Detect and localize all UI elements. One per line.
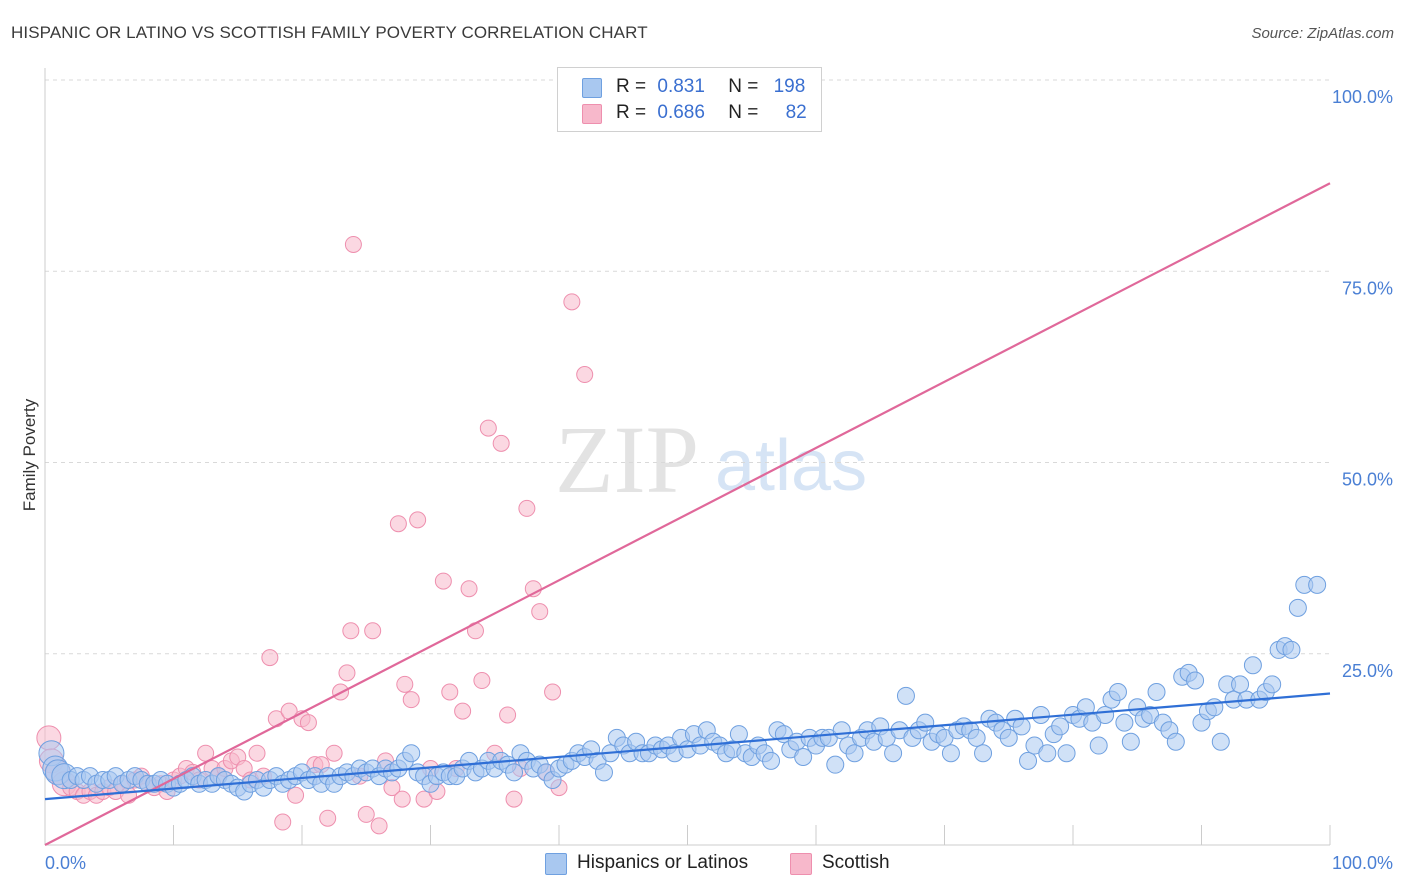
y-tick-label: 100.0%	[1332, 87, 1393, 107]
x-tick-label: 100.0%	[1332, 853, 1393, 873]
bottom-legend-label: Scottish	[822, 852, 890, 873]
data-point	[287, 786, 305, 804]
legend-r-label: R =	[616, 102, 647, 123]
trend-line-scottish	[44, 182, 1331, 846]
data-point	[364, 622, 382, 640]
data-point	[999, 728, 1018, 747]
data-point	[248, 744, 266, 762]
data-point	[505, 763, 524, 782]
data-point	[967, 728, 986, 747]
data-point	[342, 622, 360, 640]
data-point	[1205, 698, 1224, 717]
legend-r-value: 0.686	[657, 102, 705, 123]
x-tick-label: 0.0%	[45, 853, 86, 873]
data-point	[845, 744, 864, 763]
data-point	[1282, 640, 1301, 659]
data-point	[1166, 732, 1185, 751]
data-point	[974, 744, 993, 763]
legend-swatch-blue	[582, 78, 602, 98]
data-point	[896, 686, 915, 705]
data-point	[518, 499, 536, 517]
chart-title: HISPANIC OR LATINO VS SCOTTISH FAMILY PO…	[11, 23, 648, 42]
legend-n-label: N =	[728, 102, 759, 123]
data-point	[1231, 675, 1250, 694]
data-point	[1147, 683, 1166, 701]
data-point	[794, 748, 813, 767]
data-point	[563, 293, 581, 311]
legend-r-label: R =	[616, 76, 647, 97]
data-point	[402, 744, 421, 763]
data-point	[1186, 671, 1205, 690]
data-point	[505, 790, 523, 808]
data-point	[1308, 575, 1327, 594]
bottom-legend-label: Hispanics or Latinos	[577, 852, 749, 873]
data-point	[1288, 598, 1307, 617]
data-point	[492, 434, 510, 452]
data-point	[941, 744, 960, 763]
data-point	[393, 790, 411, 808]
data-point	[441, 683, 459, 701]
data-point	[1115, 713, 1134, 732]
data-point	[357, 805, 375, 823]
legend-r-value: 0.831	[657, 76, 705, 97]
data-point	[396, 675, 414, 693]
data-point	[344, 235, 362, 253]
data-point	[544, 683, 562, 701]
data-point	[1031, 705, 1050, 724]
data-point	[274, 813, 292, 831]
data-point	[460, 580, 478, 598]
data-point	[1038, 744, 1057, 763]
y-tick-label: 75.0%	[1342, 278, 1393, 298]
data-point	[531, 603, 549, 621]
bottom-legend-swatch-blue	[545, 853, 567, 875]
data-point	[338, 664, 356, 682]
data-point	[1096, 705, 1115, 724]
data-point	[1263, 675, 1282, 694]
legend-swatch-pink	[582, 104, 602, 124]
data-point	[729, 725, 748, 744]
y-tick-label: 25.0%	[1342, 661, 1393, 681]
data-point	[1076, 698, 1095, 717]
data-point	[473, 672, 491, 690]
data-point	[434, 572, 452, 590]
data-point	[1012, 717, 1031, 736]
data-point	[409, 511, 427, 529]
data-point	[1089, 736, 1108, 755]
data-point	[1243, 656, 1262, 675]
data-point	[1057, 744, 1076, 763]
data-point	[499, 706, 517, 724]
data-point	[370, 817, 388, 835]
correlation-legend: R = 0.831 N = 198 R = 0.686 N = 82	[557, 67, 822, 132]
data-point	[299, 714, 317, 732]
data-point	[325, 744, 343, 762]
data-point	[1211, 732, 1230, 751]
legend-n-value: 198	[773, 76, 806, 97]
data-point	[762, 751, 781, 770]
data-point	[832, 721, 851, 740]
data-point	[826, 755, 845, 774]
watermark-atlas: atlas	[715, 426, 867, 506]
trend-line-hispanic	[44, 692, 1331, 801]
data-point	[1121, 732, 1140, 751]
data-point	[415, 790, 433, 808]
data-point	[319, 809, 337, 827]
data-point	[479, 419, 497, 437]
bottom-legend-swatch-pink	[790, 853, 812, 875]
data-point	[576, 366, 594, 384]
legend-n-label: N =	[728, 76, 759, 97]
data-point	[594, 763, 613, 782]
data-point	[1108, 683, 1127, 701]
source-credit: Source: ZipAtlas.com	[1251, 25, 1394, 42]
data-point	[884, 744, 903, 763]
data-point	[454, 702, 472, 720]
data-point	[389, 515, 407, 533]
watermark-zip: ZIP	[555, 406, 699, 513]
legend-n-value: 82	[785, 102, 807, 123]
data-point	[1019, 751, 1038, 770]
data-point	[261, 649, 279, 667]
data-point	[402, 691, 420, 709]
y-tick-label: 50.0%	[1342, 470, 1393, 490]
data-point	[1051, 717, 1070, 736]
